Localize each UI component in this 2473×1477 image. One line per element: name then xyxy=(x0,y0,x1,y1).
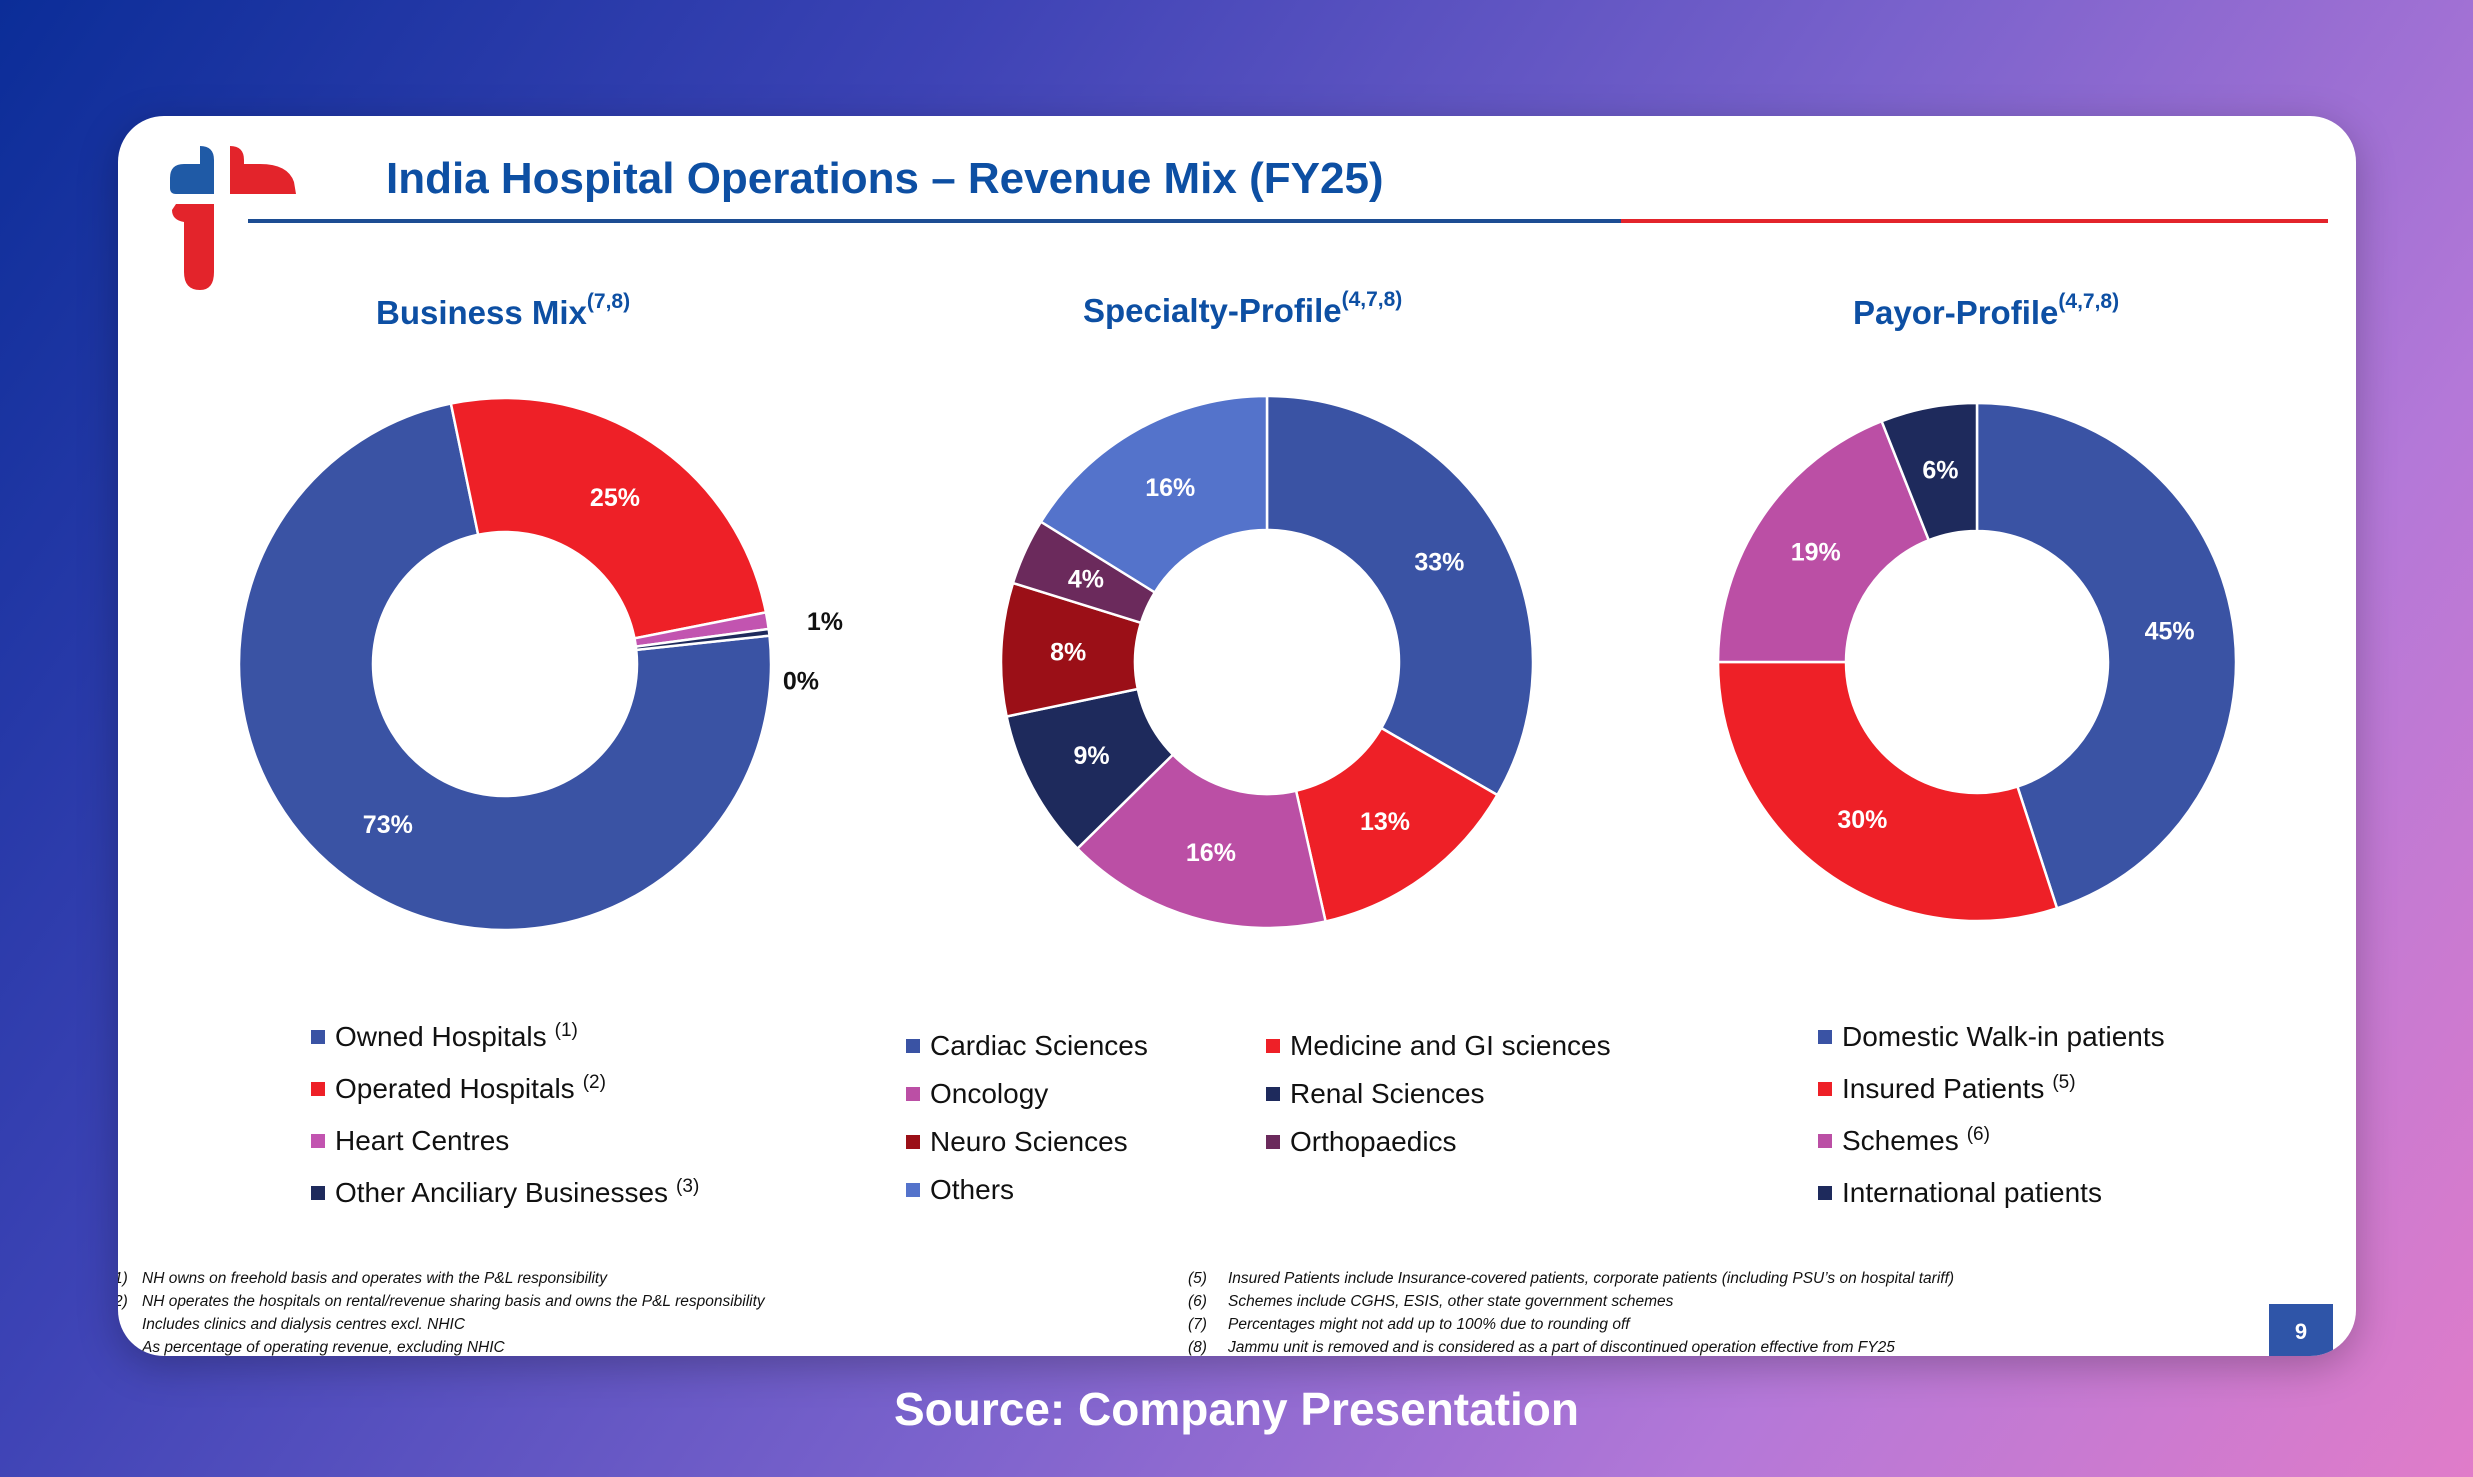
donut-slice xyxy=(1265,394,1535,797)
legend-heart-centres: Heart Centres xyxy=(311,1125,509,1157)
footnote-3: )Includes clinics and dialysis centres e… xyxy=(118,1316,466,1333)
donut-slice xyxy=(1716,419,1931,664)
footnote-7: (7) Percentages might not add up to 100% … xyxy=(1188,1316,1630,1333)
legend-swatch xyxy=(906,1087,920,1101)
donut-slice xyxy=(1716,660,2059,923)
legend-owned-hospitals: Owned Hospitals (1) xyxy=(311,1020,578,1053)
slice-label: 73% xyxy=(363,811,413,839)
slice-label: 9% xyxy=(1074,742,1110,770)
legend-swatch xyxy=(311,1186,325,1200)
legend-swatch xyxy=(1818,1030,1832,1044)
donut-slice xyxy=(1294,726,1500,923)
specialty-profile-title: Specialty-Profile(4,7,8) xyxy=(1083,288,1403,329)
business-mix-donut: 73% 25% 1% 0% xyxy=(237,396,843,932)
footnote-1: 1)NH owns on freehold basis and operates… xyxy=(118,1270,607,1287)
donut-slice xyxy=(1880,401,1979,542)
legend-cardiac-sciences: Cardiac Sciences xyxy=(906,1030,1148,1062)
legend-oncology: Oncology xyxy=(906,1078,1048,1110)
footnote-2: 2)NH operates the hospitals on rental/re… xyxy=(118,1293,765,1310)
legend-swatch xyxy=(1818,1082,1832,1096)
payor-profile-title: Payor-Profile(4,7,8) xyxy=(1853,290,2120,331)
legend-medicine-gi: Medicine and GI sciences xyxy=(1266,1030,1611,1062)
legend-other-anciliary: Other Anciliary Businesses (3) xyxy=(311,1176,699,1209)
legend-swatch xyxy=(1818,1186,1832,1200)
legend-renal-sciences: Renal Sciences xyxy=(1266,1078,1485,1110)
legend-swatch xyxy=(906,1039,920,1053)
slice-label: 16% xyxy=(1186,839,1236,867)
slice-label: 0% xyxy=(783,667,819,695)
business-mix-title: Business Mix(7,8) xyxy=(376,290,631,331)
legend-swatch xyxy=(1266,1135,1280,1149)
legend-others: Others xyxy=(906,1174,1014,1206)
donut-slice xyxy=(634,627,771,652)
slice-label: 25% xyxy=(590,484,640,512)
slice-label: 16% xyxy=(1145,474,1195,502)
legend-schemes: Schemes (6) xyxy=(1818,1124,1990,1157)
slice-label: 8% xyxy=(1050,639,1086,667)
donut-slice xyxy=(1075,752,1328,930)
page-number-badge: 9 xyxy=(2269,1304,2333,1356)
legend-orthopaedics: Orthopaedics xyxy=(1266,1126,1457,1158)
company-logo xyxy=(170,146,296,290)
slice-label: 33% xyxy=(1414,549,1464,577)
slice-label: 30% xyxy=(1837,806,1887,834)
legend-swatch xyxy=(311,1030,325,1044)
footnote-4: As percentage of operating revenue, excl… xyxy=(142,1339,505,1356)
specialty-profile-donut: 33% 13% 16% 9% 8% 4% 16% xyxy=(999,394,1535,930)
legend-swatch xyxy=(906,1135,920,1149)
slice-label: 6% xyxy=(1922,456,1958,484)
donut-slice xyxy=(237,402,773,932)
slice-label: 45% xyxy=(2145,617,2195,645)
source-caption: Source: Company Presentation xyxy=(893,1383,1580,1435)
legend-swatch xyxy=(1266,1039,1280,1053)
legend-domestic-walk-in: Domestic Walk-in patients xyxy=(1818,1021,2165,1053)
donut-slice xyxy=(1039,394,1269,595)
legend-insured-patients: Insured Patients (5) xyxy=(1818,1072,2076,1105)
legend-swatch xyxy=(311,1082,325,1096)
legend-operated-hospitals: Operated Hospitals (2) xyxy=(311,1072,606,1105)
footnote-6: (6) Schemes include CGHS, ESIS, other sta… xyxy=(1188,1293,1674,1310)
title-rule xyxy=(248,219,2328,223)
legend-swatch xyxy=(906,1183,920,1197)
footnote-8: (8) Jammu unit is removed and is consider… xyxy=(1188,1339,1895,1356)
legend-swatch xyxy=(1266,1087,1280,1101)
slice-label: 1% xyxy=(807,608,843,636)
footnote-5: (5) Insured Patients include Insurance-co… xyxy=(1188,1270,1955,1287)
slice-label: 19% xyxy=(1791,538,1841,566)
legend-swatch xyxy=(311,1134,325,1148)
donut-slice xyxy=(1975,401,2238,910)
payor-profile-donut: 45% 30% 19% 6% xyxy=(1716,401,2238,923)
slice-label: 13% xyxy=(1360,808,1410,836)
slide-title: India Hospital Operations – Revenue Mix … xyxy=(386,154,1384,203)
slice-label: 4% xyxy=(1068,565,1104,593)
donut-slice xyxy=(449,396,768,640)
legend-swatch xyxy=(1818,1134,1832,1148)
slide-card: India Hospital Operations – Revenue Mix … xyxy=(118,116,2356,1356)
legend-international-patients: International patients xyxy=(1818,1177,2102,1209)
legend-neuro-sciences: Neuro Sciences xyxy=(906,1126,1128,1158)
